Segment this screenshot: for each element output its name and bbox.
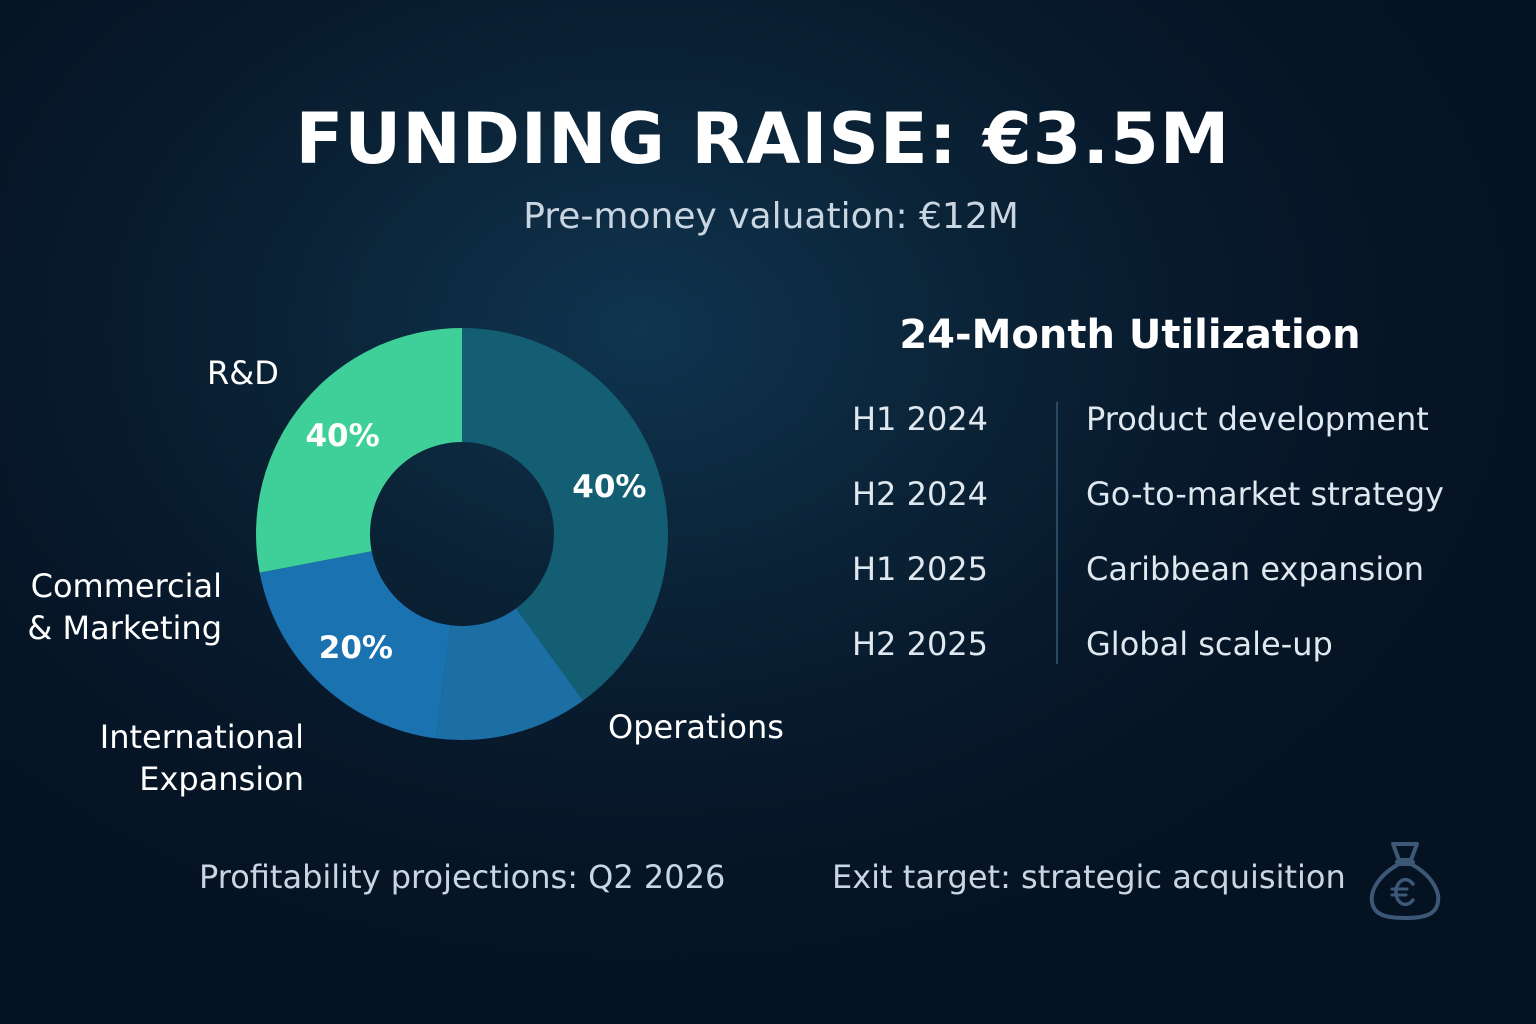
page-subtitle: Pre-money valuation: €12M — [523, 196, 1019, 237]
category-label-commercial: Commercial & Marketing — [27, 567, 222, 647]
utilization-title: 24-Month Utilization — [899, 312, 1361, 358]
timeline-period: H1 2025 — [851, 550, 989, 588]
timeline-period: H2 2024 — [851, 475, 989, 513]
utilization-timeline: H1 2024 Product development H2 2024 Go-t… — [820, 384, 1500, 684]
timeline-description: Global scale-up — [1086, 625, 1333, 663]
profitability-note: Profitability projections: Q2 2026 — [199, 858, 726, 896]
slice-value-label: 40% — [572, 469, 646, 505]
slice-value-label: 20% — [319, 630, 393, 666]
timeline-row: H2 2025 Global scale-up — [820, 609, 1500, 684]
donut-slice-commercial-marketing — [259, 551, 451, 739]
category-label-international: International Expansion — [99, 718, 304, 798]
timeline-period: H1 2024 — [851, 400, 989, 438]
donut-slice-rnd — [256, 328, 462, 573]
timeline-description: Product development — [1086, 400, 1429, 438]
exit-target-note: Exit target: strategic acquisition — [832, 858, 1346, 896]
timeline-row: H1 2024 Product development — [820, 384, 1500, 459]
timeline-row: H1 2025 Caribbean expansion — [820, 534, 1500, 609]
timeline-row: H2 2024 Go-to-market strategy — [820, 459, 1500, 534]
page-title: FUNDING RAISE: €3.5M — [295, 98, 1231, 180]
moneybag-euro-icon — [1369, 842, 1441, 920]
timeline-description: Caribbean expansion — [1086, 550, 1425, 588]
donut-slice-operations — [462, 328, 668, 701]
donut-slice-international-expansion — [436, 608, 584, 740]
timeline-description: Go-to-market strategy — [1086, 475, 1444, 513]
timeline-period: H2 2025 — [851, 625, 989, 663]
slice-value-label: 40% — [305, 418, 379, 454]
category-label-operations: Operations — [608, 708, 784, 746]
timeline-divider — [1056, 402, 1058, 664]
category-label-rnd: R&D — [207, 354, 279, 392]
